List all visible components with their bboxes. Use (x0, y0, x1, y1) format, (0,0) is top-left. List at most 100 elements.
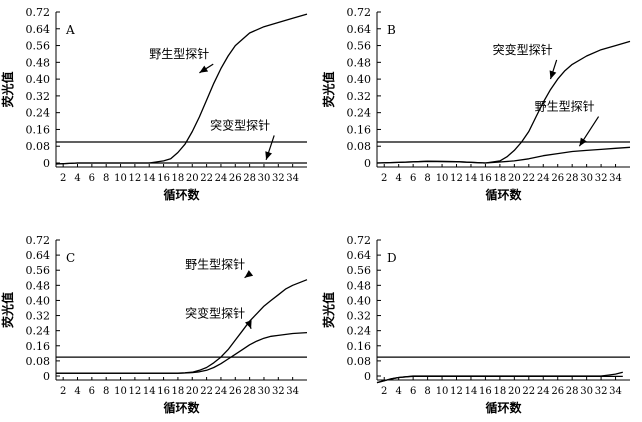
x-tick-label: 28 (243, 173, 256, 184)
x-tick-label: 14 (143, 173, 156, 184)
y-tick-label: 0 (364, 157, 371, 170)
annotation-label: 突变型探针 (185, 305, 245, 320)
panel-label: D (387, 251, 397, 265)
y-tick-label: 0.56 (26, 40, 51, 53)
x-tick-label: 34 (286, 386, 299, 397)
annotation-arrowhead (244, 270, 254, 278)
panel-C: 00.080.160.240.320.400.480.560.640.722 4 6… (0, 234, 308, 415)
y-tick-label: 0.16 (347, 340, 372, 353)
annotation-arrowhead (549, 70, 557, 80)
y-tick-label: 0 (364, 370, 371, 383)
annotation-label: 野生型探针 (535, 99, 595, 114)
x-tick-label: 24 (215, 173, 228, 184)
y-tick-label: 0.16 (26, 123, 51, 136)
x-tick-label: 4 (74, 173, 80, 184)
x-tick-label: 20 (508, 386, 521, 397)
y-axis-title: 荧光值 (0, 71, 15, 107)
y-tick-label: 0.24 (26, 325, 51, 338)
annotation-arrowhead (199, 65, 209, 73)
x-tick-label: 20 (186, 173, 199, 184)
series-line (55, 13, 308, 165)
x-tick-label: 28 (243, 386, 256, 397)
y-tick-label: 0.72 (347, 234, 372, 247)
x-tick-label: 32 (272, 386, 285, 397)
x-tick-label: 12 (129, 386, 142, 397)
x-tick-label: 10 (436, 173, 449, 184)
y-axis-title: 荧光值 (0, 292, 15, 328)
x-tick-label: 26 (229, 386, 242, 397)
x-tick-label: 18 (172, 386, 185, 397)
y-axis-title: 荧光值 (321, 71, 336, 107)
panel-label: A (65, 23, 75, 37)
series-line (376, 146, 631, 164)
y-tick-label: 0.64 (26, 23, 51, 36)
x-tick-label: 20 (186, 386, 199, 397)
series-line (56, 279, 308, 374)
x-tick-label: 4 (395, 173, 401, 184)
x-tick-label: 24 (537, 386, 550, 397)
y-tick-label: 0.32 (26, 310, 51, 323)
annotation-label: 突变型探针 (493, 42, 553, 57)
x-tick-label: 26 (551, 386, 564, 397)
y-tick-label: 0.64 (347, 23, 372, 36)
annotation-label: 突变型探针 (210, 117, 270, 132)
x-tick-label: 28 (566, 386, 579, 397)
y-tick-label: 0.24 (26, 107, 51, 120)
x-tick-label: 30 (258, 173, 271, 184)
x-tick-label: 2 (381, 173, 387, 184)
x-tick-label: 12 (129, 173, 142, 184)
x-tick-label: 34 (286, 173, 299, 184)
series-line (55, 162, 307, 165)
y-tick-label: 0.40 (26, 294, 51, 307)
x-tick-label: 22 (200, 386, 213, 397)
x-axis-title: 循环数 (163, 187, 200, 202)
x-tick-label: 6 (410, 173, 416, 184)
y-tick-label: 0.48 (26, 279, 51, 292)
y-tick-label: 0.56 (347, 40, 372, 53)
x-tick-label: 6 (89, 386, 95, 397)
y-tick-label: 0 (43, 157, 50, 170)
y-tick-label: 0.08 (26, 355, 51, 368)
x-tick-label: 26 (229, 173, 242, 184)
y-tick-label: 0.32 (347, 310, 372, 323)
y-tick-label: 0.48 (26, 56, 51, 69)
x-tick-label: 22 (522, 173, 535, 184)
x-tick-label: 28 (566, 173, 579, 184)
annotation-label: 野生型探针 (149, 46, 209, 61)
x-tick-label: 30 (580, 386, 593, 397)
x-tick-label: 32 (272, 173, 285, 184)
x-tick-label: 32 (595, 386, 608, 397)
x-tick-label: 30 (580, 173, 593, 184)
y-tick-label: 0 (43, 370, 50, 383)
x-tick-label: 6 (410, 386, 416, 397)
y-tick-label: 0.72 (26, 6, 51, 19)
y-tick-label: 0.72 (347, 6, 372, 19)
y-tick-label: 0.48 (347, 279, 372, 292)
x-axis-title: 循环数 (485, 400, 522, 415)
annotation-label: 野生型探针 (185, 256, 245, 271)
x-tick-label: 24 (215, 386, 228, 397)
y-tick-label: 0.64 (347, 249, 372, 262)
x-tick-label: 14 (465, 173, 478, 184)
x-tick-label: 12 (450, 386, 463, 397)
x-tick-label: 16 (157, 386, 170, 397)
y-tick-label: 0.40 (347, 73, 372, 86)
x-tick-label: 8 (424, 173, 430, 184)
panel-B: 00.080.160.240.320.400.480.560.640.722 4 6… (321, 6, 631, 202)
y-axis-title: 荧光值 (321, 292, 336, 328)
x-tick-label: 10 (114, 386, 127, 397)
x-tick-label: 34 (609, 173, 622, 184)
panel-D: 00.080.160.240.320.400.480.560.640.722 4 6… (321, 234, 630, 415)
y-tick-label: 0.72 (26, 234, 51, 247)
x-tick-label: 4 (74, 386, 80, 397)
y-tick-label: 0.56 (26, 264, 51, 277)
x-axis-title: 循环数 (163, 400, 200, 415)
x-tick-label: 2 (381, 386, 387, 397)
y-tick-label: 0.32 (26, 90, 51, 103)
x-tick-label: 18 (172, 173, 185, 184)
x-tick-label: 20 (508, 173, 521, 184)
x-tick-label: 2 (60, 386, 66, 397)
y-tick-label: 0.08 (347, 355, 372, 368)
x-tick-label: 10 (114, 173, 127, 184)
x-tick-label: 32 (595, 173, 608, 184)
